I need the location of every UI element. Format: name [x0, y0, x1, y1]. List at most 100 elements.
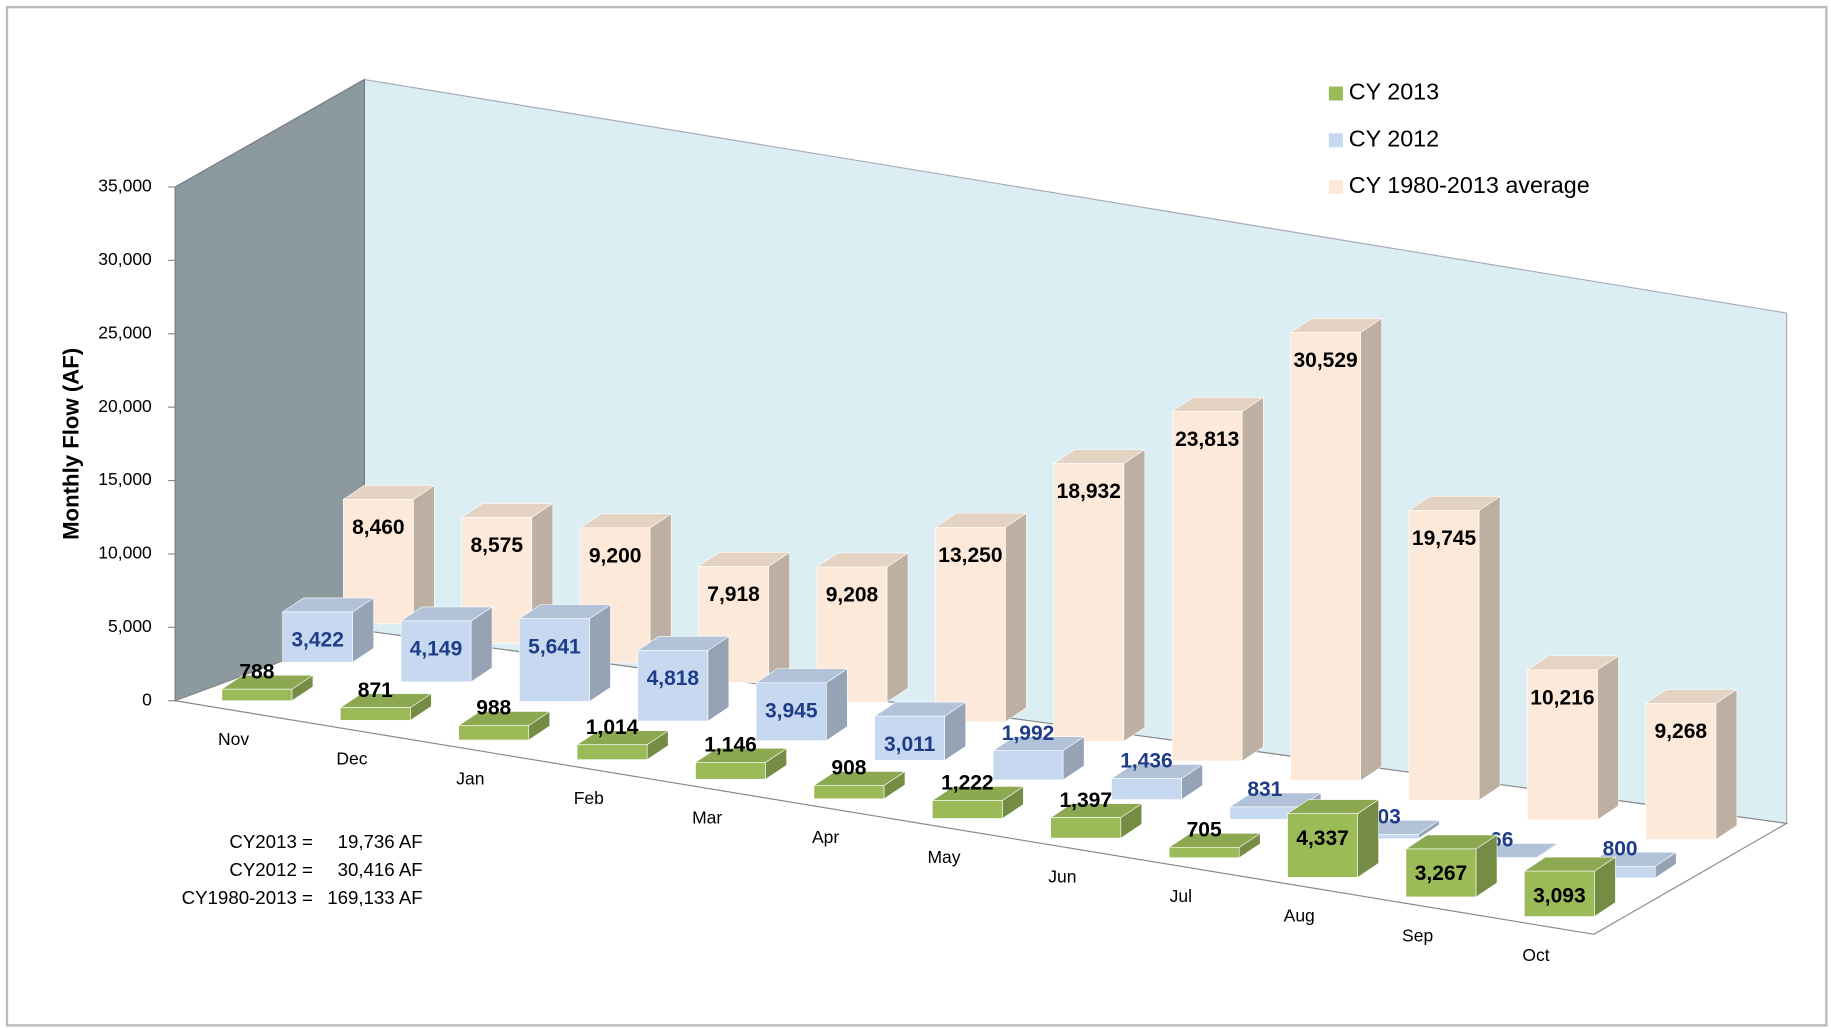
bar	[935, 526, 1006, 723]
bar-side	[1360, 317, 1382, 782]
bar	[579, 527, 651, 664]
value-label: 5,641	[528, 635, 581, 658]
bar	[755, 682, 827, 741]
y-tick-label: 15,000	[98, 469, 152, 489]
y-tick-label: 35,000	[98, 176, 152, 196]
bar-side	[768, 551, 790, 684]
bar	[1290, 332, 1361, 781]
bar-side	[1123, 448, 1146, 742]
value-label: 4,818	[647, 667, 700, 690]
bar	[1111, 778, 1182, 800]
x-tick-label: Feb	[574, 788, 604, 808]
value-label: 1,014	[586, 716, 639, 739]
value-label: 788	[239, 660, 274, 683]
value-label: 3,093	[1533, 884, 1586, 907]
value-label: 8,460	[352, 516, 405, 539]
bar-side	[413, 484, 435, 625]
y-tick-label: 20,000	[98, 396, 152, 416]
total-value: 30,416 AF	[338, 859, 423, 880]
total-label: CY2013 =	[229, 831, 313, 852]
bar	[637, 650, 709, 722]
bar-side	[1715, 688, 1738, 841]
x-tick-label: Oct	[1522, 945, 1549, 965]
bar	[1524, 870, 1595, 917]
x-tick-label: Sep	[1402, 925, 1433, 945]
value-label: 8,575	[470, 534, 523, 557]
bar	[282, 611, 353, 663]
legend-label: CY 1980-2013 average	[1349, 172, 1590, 198]
value-label: 3,422	[291, 629, 344, 652]
value-label: 1,397	[1059, 789, 1112, 812]
value-label: 9,208	[826, 584, 879, 607]
x-tick-label: Apr	[812, 827, 839, 847]
bar	[1408, 510, 1480, 801]
legend-label: CY 2013	[1349, 79, 1439, 105]
value-label: 908	[831, 757, 866, 780]
value-label: 9,268	[1655, 720, 1708, 743]
x-tick-label: Jul	[1170, 886, 1192, 906]
y-tick-label: 30,000	[98, 249, 152, 269]
bar	[1168, 847, 1240, 858]
bar	[400, 620, 472, 683]
bar	[813, 785, 885, 800]
x-tick-label: Dec	[336, 749, 367, 769]
bar	[221, 688, 293, 702]
bar-side	[707, 635, 730, 722]
value-label: 19,745	[1412, 527, 1477, 550]
bar-side	[1005, 512, 1027, 723]
bar	[1645, 703, 1717, 840]
total-label: CY2012 =	[229, 859, 313, 880]
value-label: 800	[1603, 837, 1638, 860]
bar	[458, 725, 530, 741]
bar	[874, 715, 945, 761]
total-value: 169,133 AF	[327, 887, 423, 908]
bar	[519, 618, 590, 702]
bar	[1171, 411, 1243, 762]
bar	[695, 762, 766, 780]
value-label: 831	[1247, 778, 1282, 801]
value-label: 1,222	[941, 772, 994, 795]
x-tick-label: Nov	[218, 729, 249, 749]
bar	[576, 744, 648, 760]
value-label: 18,932	[1057, 480, 1121, 503]
bar-side	[1241, 396, 1264, 762]
value-label: 3,945	[765, 700, 818, 723]
legend-swatch	[1328, 133, 1343, 148]
value-label: 1,992	[1002, 722, 1055, 745]
value-label: 4,149	[410, 638, 463, 661]
x-tick-label: May	[927, 847, 960, 867]
value-label: 23,813	[1175, 428, 1239, 451]
x-tick-label: Aug	[1284, 906, 1315, 926]
value-label: 9,200	[589, 545, 642, 568]
legend-label: CY 2012	[1349, 125, 1439, 151]
value-label: 13,250	[938, 544, 1002, 567]
value-label: 1,146	[704, 734, 757, 757]
total-value: 19,736 AF	[338, 831, 423, 852]
bar-side	[1597, 655, 1619, 821]
value-label: 4,337	[1296, 827, 1349, 850]
bar	[932, 800, 1003, 819]
value-label: 871	[358, 679, 393, 702]
y-axis-title: Monthly Flow (AF)	[58, 348, 83, 540]
y-tick-label: 0	[142, 689, 152, 709]
bar-side	[1478, 495, 1501, 801]
value-label: 3,267	[1415, 862, 1468, 885]
legend-swatch	[1328, 86, 1343, 101]
y-tick-label: 5,000	[108, 616, 152, 636]
x-tick-label: Jan	[456, 768, 484, 788]
y-tick-label: 25,000	[98, 322, 152, 342]
value-label: 7,918	[707, 583, 760, 606]
value-label: 988	[476, 697, 511, 720]
bar	[1053, 463, 1125, 742]
bar	[992, 750, 1064, 781]
x-tick-label: Jun	[1048, 866, 1076, 886]
legend-swatch	[1328, 179, 1343, 194]
bar	[1527, 669, 1598, 821]
value-label: 3,011	[884, 733, 936, 756]
bar	[1050, 817, 1122, 839]
bar	[1405, 848, 1477, 898]
value-label: 30,529	[1293, 349, 1357, 372]
x-tick-label: Mar	[692, 808, 722, 828]
